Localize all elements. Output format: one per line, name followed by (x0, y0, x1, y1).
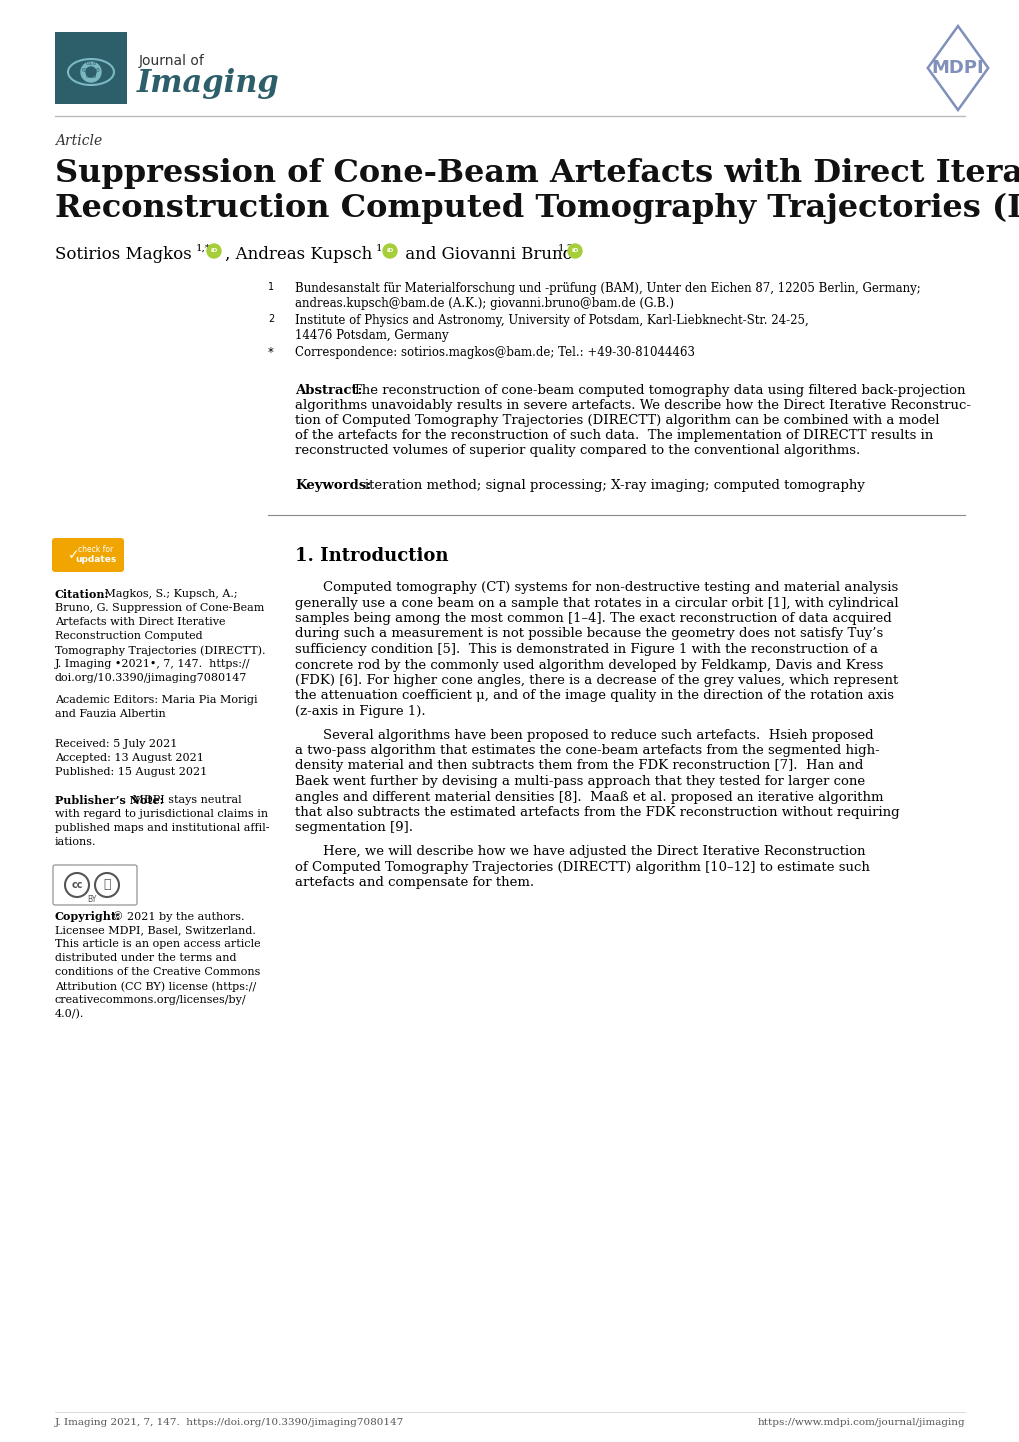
Text: Magkos, S.; Kupsch, A.;: Magkos, S.; Kupsch, A.; (101, 588, 237, 598)
Text: updates: updates (75, 555, 116, 564)
Text: samples being among the most common [1–4]. The exact reconstruction of data acqu: samples being among the most common [1–4… (294, 611, 891, 624)
Text: Tomography Trajectories (DIRECTT).: Tomography Trajectories (DIRECTT). (55, 645, 265, 656)
Text: 2: 2 (268, 314, 274, 324)
Text: 1: 1 (376, 244, 382, 252)
Text: Reconstruction Computed Tomography Trajectories (DIRECTT): Reconstruction Computed Tomography Traje… (55, 193, 1019, 224)
Text: 1. Introduction: 1. Introduction (294, 547, 448, 565)
Text: artefacts and compensate for them.: artefacts and compensate for them. (294, 875, 534, 890)
Text: Licensee MDPI, Basel, Switzerland.: Licensee MDPI, Basel, Switzerland. (55, 924, 256, 934)
Text: Academic Editors: Maria Pia Morigi: Academic Editors: Maria Pia Morigi (55, 695, 258, 705)
Circle shape (86, 66, 96, 76)
Text: Here, we will describe how we have adjusted the Direct Iterative Reconstruction: Here, we will describe how we have adjus… (323, 845, 865, 858)
Text: This article is an open access article: This article is an open access article (55, 939, 261, 949)
Text: a two-pass algorithm that estimates the cone-beam artefacts from the segmented h: a two-pass algorithm that estimates the … (294, 744, 879, 757)
Text: 1,2: 1,2 (557, 244, 574, 252)
Text: (FDK) [6]. For higher cone angles, there is a decrease of the grey values, which: (FDK) [6]. For higher cone angles, there… (294, 673, 898, 686)
Text: andreas.kupsch@bam.de (A.K.); giovanni.bruno@bam.de (G.B.): andreas.kupsch@bam.de (A.K.); giovanni.b… (294, 297, 674, 310)
Text: reconstructed volumes of superior quality compared to the conventional algorithm: reconstructed volumes of superior qualit… (294, 444, 859, 457)
Circle shape (207, 244, 221, 258)
Text: iD: iD (210, 248, 217, 254)
Text: Received: 5 July 2021: Received: 5 July 2021 (55, 738, 177, 748)
Text: 1,*: 1,* (196, 244, 211, 252)
Text: generally use a cone beam on a sample that rotates in a circular orbit [1], with: generally use a cone beam on a sample th… (294, 597, 898, 610)
Text: Correspondence: sotirios.magkos@bam.de; Tel.: +49-30-81044463: Correspondence: sotirios.magkos@bam.de; … (294, 346, 694, 359)
Text: Copyright:: Copyright: (55, 911, 121, 921)
Text: iations.: iations. (55, 836, 97, 846)
Circle shape (382, 244, 396, 258)
Text: 14476 Potsdam, Germany: 14476 Potsdam, Germany (294, 329, 448, 342)
Text: 4.0/).: 4.0/). (55, 1009, 85, 1019)
Text: Artefacts with Direct Iterative: Artefacts with Direct Iterative (55, 617, 225, 627)
Circle shape (568, 244, 582, 258)
FancyBboxPatch shape (53, 865, 137, 906)
Text: density material and then subtracts them from the FDK reconstruction [7].  Han a: density material and then subtracts them… (294, 760, 862, 773)
Text: and Fauzia Albertin: and Fauzia Albertin (55, 709, 166, 720)
Text: Bundesanstalt für Materialforschung und -prüfung (BAM), Unter den Eichen 87, 122: Bundesanstalt für Materialforschung und … (294, 283, 920, 296)
FancyBboxPatch shape (55, 32, 127, 104)
Text: of the artefacts for the reconstruction of such data.  The implementation of DIR: of the artefacts for the reconstruction … (294, 430, 932, 443)
Text: of Computed Tomography Trajectories (DIRECTT) algorithm [10–12] to estimate such: of Computed Tomography Trajectories (DIR… (294, 861, 869, 874)
Text: concrete rod by the commonly used algorithm developed by Feldkamp, Davis and Kre: concrete rod by the commonly used algori… (294, 659, 882, 672)
Text: the attenuation coefficient μ, and of the image quality in the direction of the : the attenuation coefficient μ, and of th… (294, 689, 893, 702)
Text: 1: 1 (268, 283, 274, 291)
Text: Computed tomography (CT) systems for non-destructive testing and material analys: Computed tomography (CT) systems for non… (323, 581, 898, 594)
Text: and Giovanni Bruno: and Giovanni Bruno (399, 247, 573, 262)
Text: Imaging: Imaging (137, 68, 279, 99)
Text: MDPI stays neutral: MDPI stays neutral (128, 795, 242, 805)
Text: iD: iD (386, 248, 393, 254)
Text: Bruno, G. Suppression of Cone-Beam: Bruno, G. Suppression of Cone-Beam (55, 603, 264, 613)
Text: ✓: ✓ (68, 548, 79, 562)
Text: Attribution (CC BY) license (https://: Attribution (CC BY) license (https:// (55, 981, 256, 992)
Text: Baek went further by devising a multi-pass approach that they tested for larger : Baek went further by devising a multi-pa… (294, 774, 864, 787)
FancyBboxPatch shape (52, 538, 124, 572)
Text: J. Imaging 2021, 7, 147.  https://doi.org/10.3390/jimaging7080147: J. Imaging 2021, 7, 147. https://doi.org… (55, 1417, 404, 1428)
Text: angles and different material densities [8].  Maaß et al. proposed an iterative : angles and different material densities … (294, 790, 882, 803)
Text: Journal of: Journal of (139, 53, 205, 68)
Text: conditions of the Creative Commons: conditions of the Creative Commons (55, 968, 260, 978)
Text: check for: check for (78, 545, 113, 554)
Text: Published: 15 August 2021: Published: 15 August 2021 (55, 767, 207, 777)
Text: iD: iD (571, 248, 578, 254)
Text: iteration method; signal processing; X-ray imaging; computed tomography: iteration method; signal processing; X-r… (365, 479, 864, 492)
Text: sufficiency condition [5].  This is demonstrated in Figure 1 with the reconstruc: sufficiency condition [5]. This is demon… (294, 643, 877, 656)
Text: cc: cc (71, 880, 83, 890)
Text: with regard to jurisdictional claims in: with regard to jurisdictional claims in (55, 809, 268, 819)
Text: Article: Article (55, 134, 102, 149)
Text: ⓑ: ⓑ (103, 878, 111, 891)
Text: BY: BY (88, 894, 97, 904)
Text: Accepted: 13 August 2021: Accepted: 13 August 2021 (55, 753, 204, 763)
Text: Institute of Physics and Astronomy, University of Potsdam, Karl-Liebknecht-Str. : Institute of Physics and Astronomy, Univ… (294, 314, 808, 327)
Text: distributed under the terms and: distributed under the terms and (55, 953, 236, 963)
Text: https://www.mdpi.com/journal/jimaging: https://www.mdpi.com/journal/jimaging (757, 1417, 964, 1428)
Text: doi.org/10.3390/jimaging7080147: doi.org/10.3390/jimaging7080147 (55, 673, 248, 684)
Text: creativecommons.org/licenses/by/: creativecommons.org/licenses/by/ (55, 995, 247, 1005)
Text: Abstract:: Abstract: (294, 384, 362, 397)
Text: The reconstruction of cone-beam computed tomography data using filtered back-pro: The reconstruction of cone-beam computed… (353, 384, 965, 397)
Text: Sotirios Magkos: Sotirios Magkos (55, 247, 192, 262)
Text: during such a measurement is not possible because the geometry does not satisfy : during such a measurement is not possibl… (294, 627, 882, 640)
Text: algorithms unavoidably results in severe artefacts. We describe how the Direct I: algorithms unavoidably results in severe… (294, 399, 970, 412)
Text: 010
01010
010: 010 01010 010 (82, 61, 100, 79)
Text: *: * (268, 346, 274, 359)
Text: segmentation [9].: segmentation [9]. (294, 822, 413, 835)
Text: J. Imaging •2021•, 7, 147.  https://: J. Imaging •2021•, 7, 147. https:// (55, 659, 251, 669)
Text: Suppression of Cone-Beam Artefacts with Direct Iterative: Suppression of Cone-Beam Artefacts with … (55, 159, 1019, 189)
Text: Publisher’s Note:: Publisher’s Note: (55, 795, 163, 806)
Circle shape (81, 62, 101, 82)
Text: tion of Computed Tomography Trajectories (DIRECTT) algorithm can be combined wit: tion of Computed Tomography Trajectories… (294, 414, 938, 427)
Text: © 2021 by the authors.: © 2021 by the authors. (109, 911, 245, 921)
Text: , Andreas Kupsch: , Andreas Kupsch (225, 247, 372, 262)
Text: published maps and institutional affil-: published maps and institutional affil- (55, 823, 269, 833)
Text: Several algorithms have been proposed to reduce such artefacts.  Hsieh proposed: Several algorithms have been proposed to… (323, 728, 872, 741)
Text: Reconstruction Computed: Reconstruction Computed (55, 632, 203, 642)
Text: (z-axis in Figure 1).: (z-axis in Figure 1). (294, 705, 425, 718)
Text: Keywords:: Keywords: (294, 479, 371, 492)
Text: Citation:: Citation: (55, 588, 109, 600)
Text: MDPI: MDPI (930, 59, 983, 76)
Text: that also subtracts the estimated artefacts from the FDK reconstruction without : that also subtracts the estimated artefa… (294, 806, 899, 819)
